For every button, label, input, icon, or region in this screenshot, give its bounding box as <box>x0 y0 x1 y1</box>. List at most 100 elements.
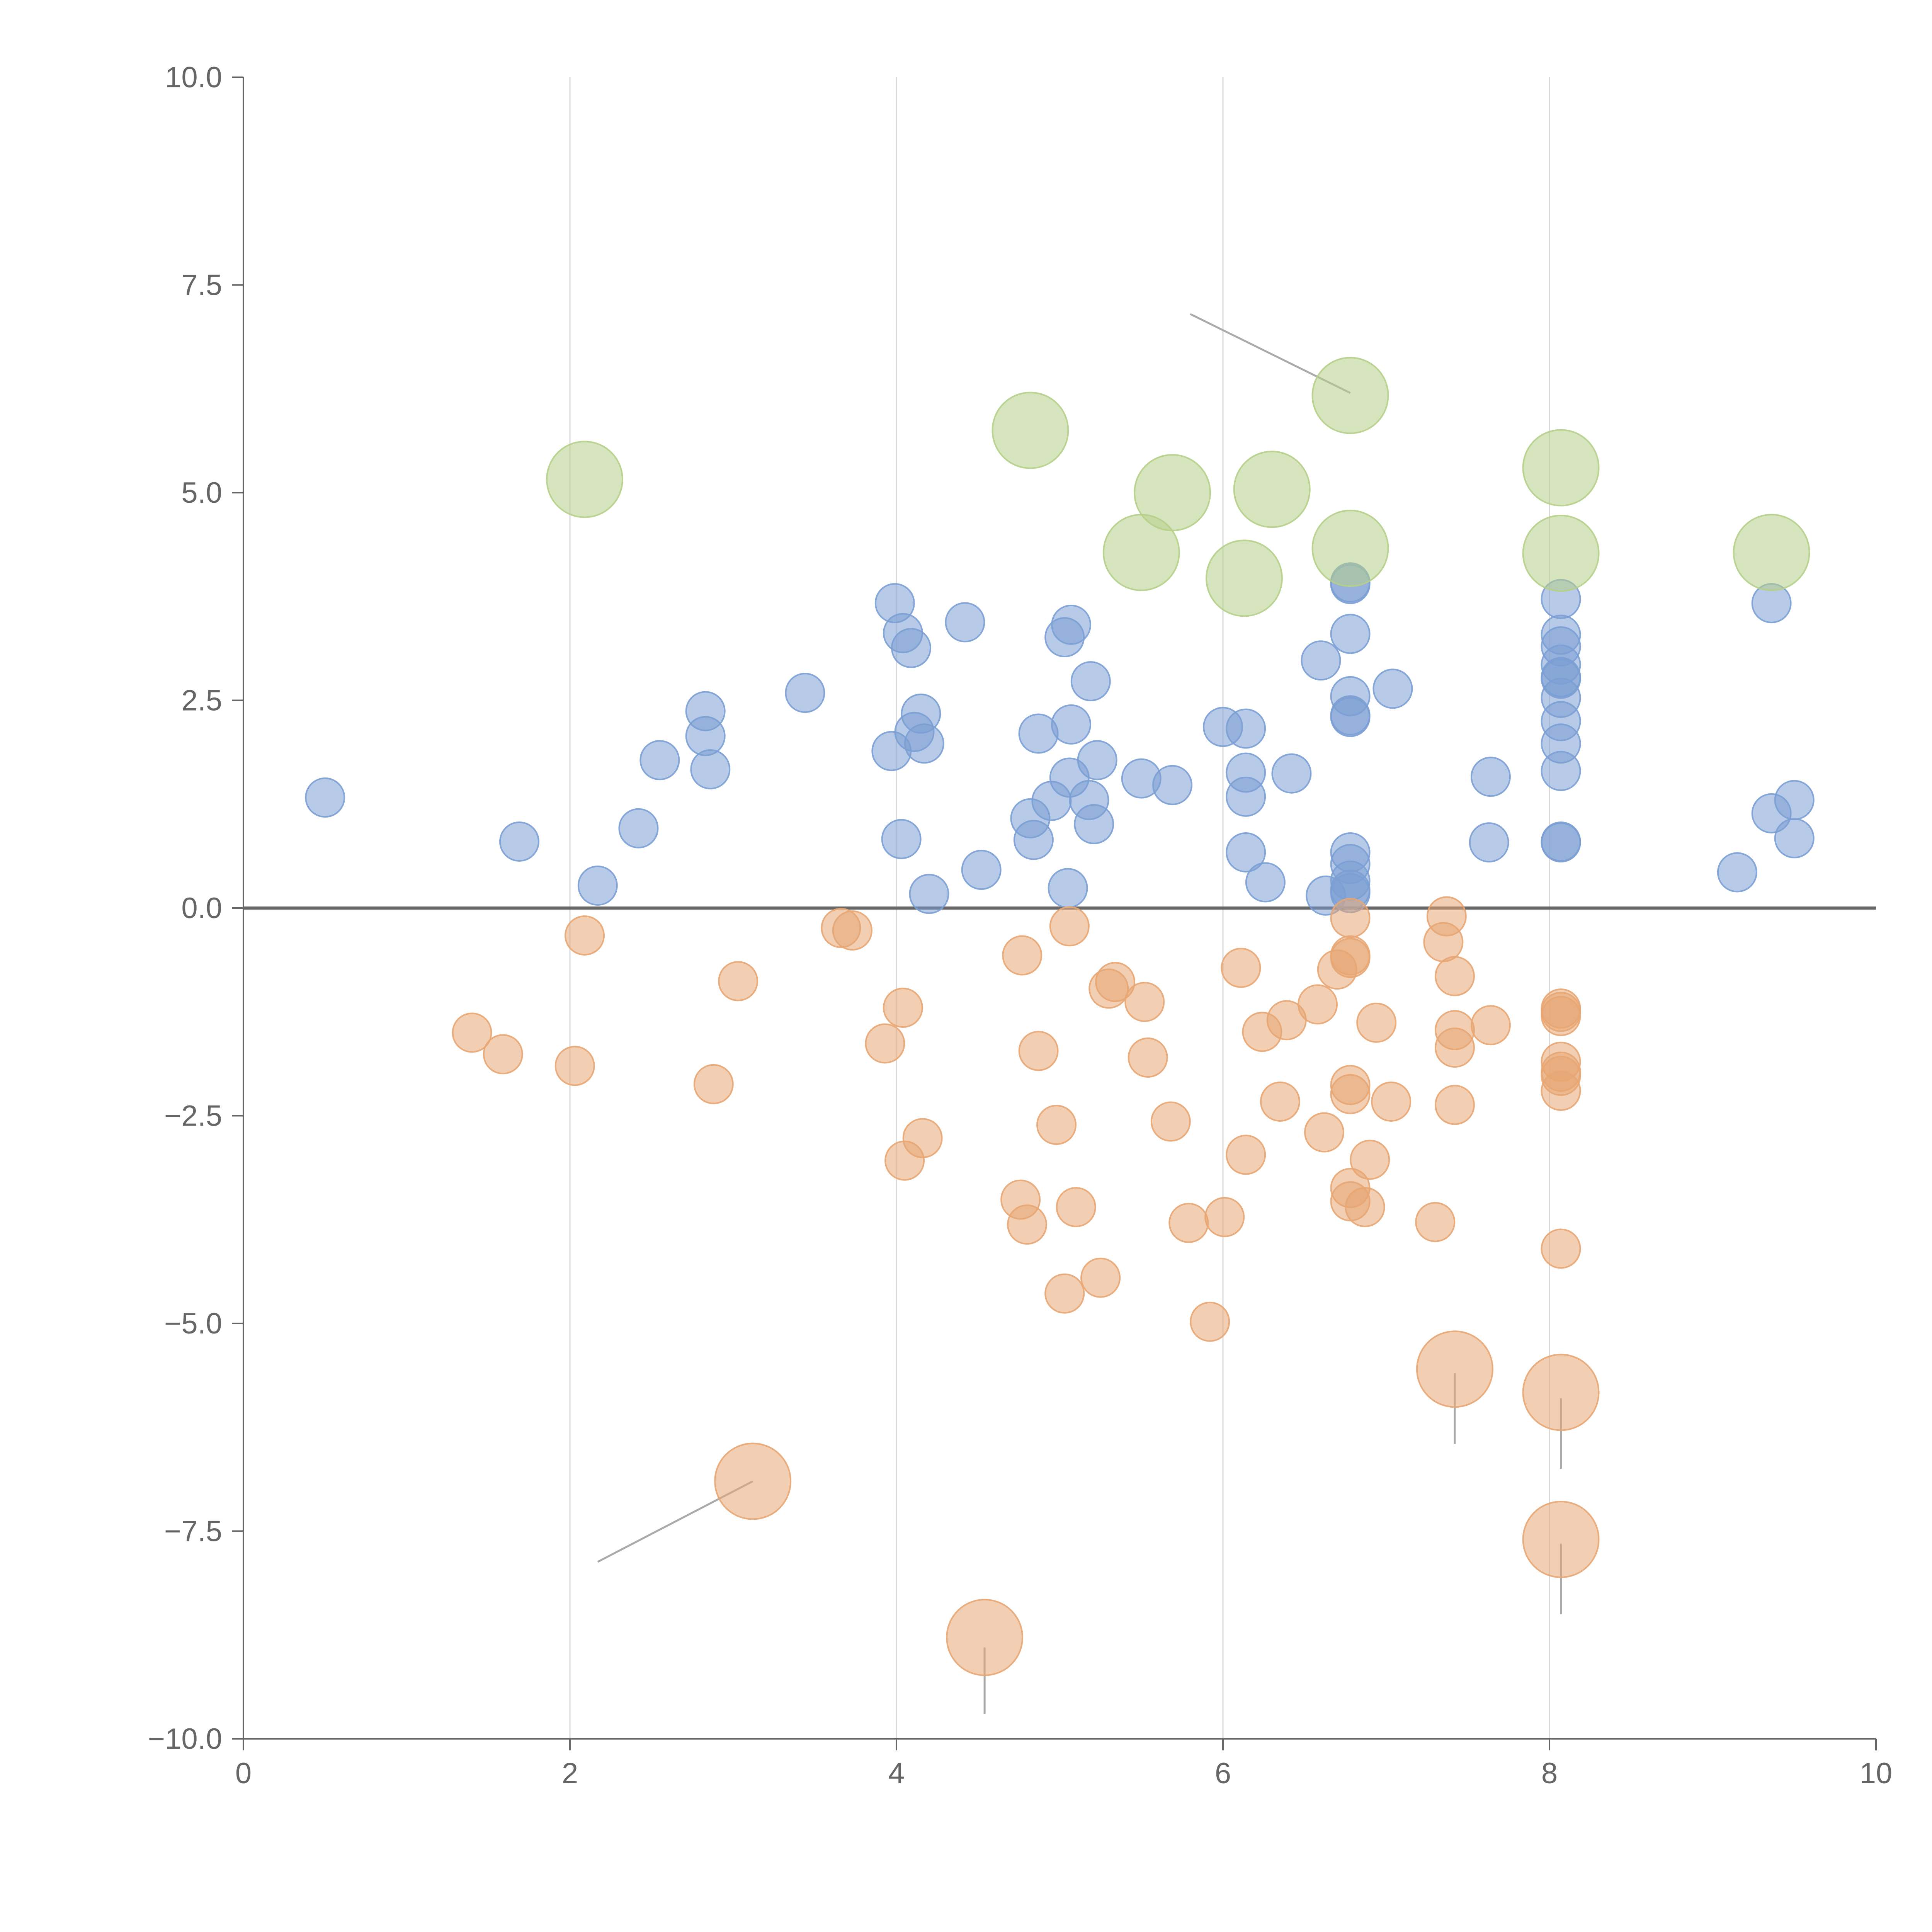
series-negative <box>452 896 1581 1342</box>
data-point <box>1049 906 1090 947</box>
data-point <box>565 915 605 956</box>
data-point <box>785 673 825 713</box>
data-point <box>865 1023 905 1064</box>
data-point <box>639 740 680 781</box>
data-point <box>1044 1273 1085 1314</box>
data-point <box>685 716 726 756</box>
x-tick-label: 10 <box>1860 1757 1893 1790</box>
x-tick-label: 6 <box>1215 1757 1231 1790</box>
data-point <box>1522 514 1600 592</box>
data-point <box>1233 451 1311 528</box>
data-point <box>1124 981 1165 1022</box>
data-point <box>1226 776 1266 817</box>
data-point <box>1134 454 1211 531</box>
y-tick-label: −7.5 <box>164 1515 222 1548</box>
data-point <box>992 391 1069 469</box>
data-point <box>1080 1257 1121 1298</box>
data-point <box>1330 697 1371 737</box>
data-point <box>1070 661 1111 702</box>
data-point <box>718 961 759 1002</box>
data-point <box>832 910 872 951</box>
data-point <box>1205 539 1283 617</box>
data-point <box>1426 896 1467 937</box>
data-point <box>1036 1105 1077 1145</box>
data-point <box>1330 614 1371 654</box>
y-tick-label: 0.0 <box>181 892 222 925</box>
data-point <box>1541 1228 1581 1269</box>
data-point <box>554 1046 595 1086</box>
data-point <box>1522 1501 1600 1578</box>
data-point <box>1204 1197 1245 1237</box>
series-highlight-negative <box>714 1330 1600 1676</box>
data-point <box>1088 968 1129 1009</box>
data-point <box>483 1034 523 1075</box>
data-point <box>902 1118 943 1158</box>
y-tick-label: −10.0 <box>148 1723 222 1755</box>
data-point <box>305 777 345 818</box>
data-point <box>1168 1202 1209 1243</box>
data-point <box>690 749 731 789</box>
data-point <box>1330 935 1371 976</box>
x-tick-label: 8 <box>1541 1757 1558 1790</box>
data-point <box>1416 1330 1493 1408</box>
y-tick-label: 2.5 <box>181 684 222 717</box>
data-point <box>1002 935 1043 976</box>
data-point <box>1774 818 1815 859</box>
data-point <box>1311 357 1389 434</box>
data-point <box>1304 1112 1344 1153</box>
x-tick-label: 4 <box>888 1757 905 1790</box>
data-point <box>961 850 1002 890</box>
data-point <box>577 865 618 906</box>
data-point <box>1541 996 1581 1036</box>
axes <box>232 77 1877 1750</box>
data-point <box>1434 956 1475 997</box>
data-point <box>945 602 985 643</box>
data-point <box>1056 1187 1096 1227</box>
data-point <box>1345 1187 1385 1227</box>
data-point <box>1077 740 1117 781</box>
data-point <box>1190 1301 1230 1342</box>
data-point <box>1226 1134 1266 1175</box>
data-point <box>1372 668 1413 709</box>
data-point <box>1434 1085 1475 1125</box>
data-points <box>305 357 1815 1676</box>
data-point <box>1522 429 1600 507</box>
data-point <box>1330 898 1371 938</box>
data-point <box>1522 1354 1600 1431</box>
data-point <box>1356 1002 1397 1043</box>
data-point <box>618 808 659 849</box>
data-point <box>1298 984 1338 1025</box>
data-point <box>1470 757 1511 797</box>
data-point <box>1469 822 1509 863</box>
data-point <box>909 874 949 914</box>
data-point <box>883 988 923 1028</box>
data-point <box>1048 868 1088 908</box>
data-point <box>546 440 624 518</box>
data-point <box>1226 708 1266 749</box>
data-point <box>1350 1139 1390 1180</box>
data-point <box>1541 1071 1581 1111</box>
data-point <box>1018 1031 1059 1071</box>
data-point <box>1013 820 1054 860</box>
data-point <box>1260 1081 1300 1122</box>
data-point <box>1221 947 1261 988</box>
x-tick-label: 0 <box>235 1757 252 1790</box>
data-point <box>1128 1037 1168 1078</box>
data-point <box>714 1442 792 1520</box>
data-point <box>1541 751 1581 791</box>
data-point <box>1733 514 1810 591</box>
data-point <box>891 628 932 668</box>
data-point <box>881 819 922 859</box>
tick-labels: 10.0 7.5 5.0 2.5 0.0 −2.5 −5.0 −7.5 −10.0 0 2 4 6 8 10 <box>148 61 1893 1790</box>
data-point <box>1434 1027 1475 1068</box>
data-point <box>1774 780 1815 820</box>
y-tick-label: −5.0 <box>164 1307 222 1340</box>
data-point <box>693 1064 734 1104</box>
data-point <box>1311 510 1389 587</box>
data-point <box>1152 765 1193 805</box>
data-point <box>1717 852 1757 893</box>
data-point <box>1245 862 1286 903</box>
data-point <box>946 1599 1024 1676</box>
data-point <box>1330 1074 1371 1114</box>
